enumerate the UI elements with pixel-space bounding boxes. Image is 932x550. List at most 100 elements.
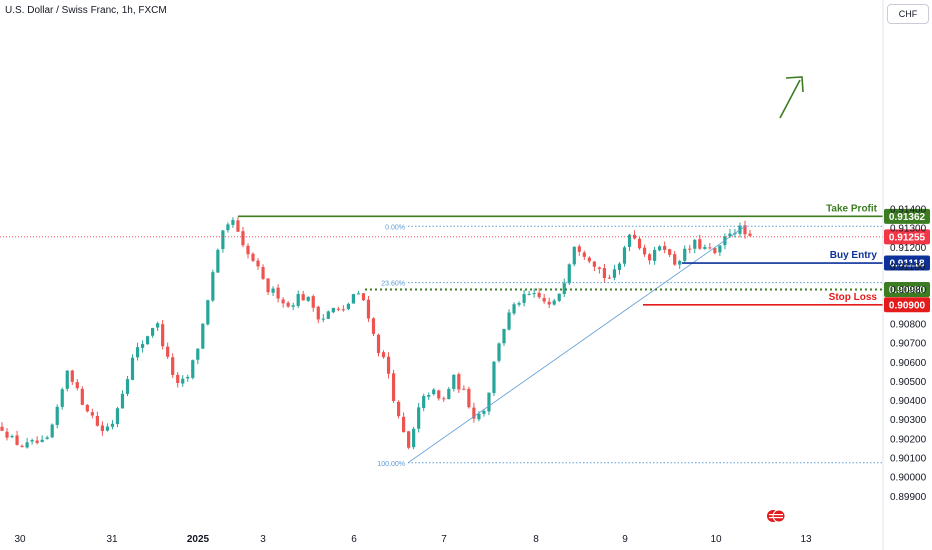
candle-body [713, 247, 717, 254]
candle-body [743, 225, 747, 235]
candle-body [145, 336, 150, 345]
currency-badge[interactable]: CHF [887, 4, 929, 24]
candle-body [321, 318, 325, 320]
y-tick-label: 0.90200 [890, 434, 927, 445]
fib-trend-line [407, 225, 746, 464]
candle-body [241, 231, 245, 246]
candle-body [65, 370, 69, 389]
candle-body [617, 263, 622, 270]
x-tick-label: 7 [441, 534, 447, 545]
candle-body [171, 357, 175, 375]
price-tag [884, 208, 930, 224]
candle-body [140, 344, 145, 348]
candle-body [612, 269, 617, 278]
fib-level-label: 100.00% [377, 461, 405, 468]
candle-body [211, 272, 215, 301]
candle-body [161, 324, 165, 347]
candle-body [311, 296, 315, 308]
candle-body [482, 411, 486, 414]
candle-body [492, 361, 496, 394]
candle-body [457, 374, 461, 390]
candle-body [708, 247, 712, 249]
price-tag-text: 0.90900 [889, 300, 926, 311]
candle-body [246, 245, 250, 255]
fib-level-label: 23.60% [381, 281, 405, 288]
candle-body [376, 334, 381, 354]
x-tick-label: 10 [710, 534, 722, 545]
us-flag-icon[interactable] [766, 509, 786, 523]
candle-body [196, 348, 200, 360]
candle-body [522, 294, 526, 303]
candle-body [462, 388, 466, 390]
candle-body [346, 303, 350, 310]
candle-body [432, 389, 436, 395]
trade-level-label: Stop Loss [829, 292, 878, 303]
candle-body [261, 267, 265, 279]
candle-body [577, 246, 581, 252]
y-tick-label: 0.91200 [890, 243, 927, 254]
candle-body [507, 312, 511, 330]
candle-body [191, 360, 195, 378]
y-tick-label: 0.90800 [890, 319, 927, 330]
candle-body [10, 436, 14, 438]
x-tick-label: 2025 [187, 534, 210, 545]
candle-body [567, 264, 571, 284]
last-price-tag [884, 229, 930, 245]
candle-body [532, 293, 536, 295]
x-tick-label: 6 [351, 534, 357, 545]
candle-body [20, 445, 24, 447]
candle-body [407, 431, 411, 448]
candle-body [0, 426, 4, 431]
candle-body [381, 352, 386, 358]
candle-body [693, 239, 697, 249]
projection-arrow-head [785, 76, 804, 93]
price-tag [884, 281, 930, 297]
price-tag-text: 0.90980 [889, 285, 926, 296]
candle-body [40, 439, 44, 443]
candle-body [30, 439, 34, 442]
candle-body [5, 431, 9, 438]
candle-body [653, 249, 657, 261]
last-price-tag-text: 0.91255 [889, 232, 926, 243]
candle-body [95, 415, 99, 426]
candle-body [642, 247, 647, 255]
candle-body [166, 346, 170, 357]
candle-body [50, 424, 54, 438]
candle-body [557, 293, 561, 301]
candle-body [632, 234, 637, 239]
candle-body [703, 246, 707, 249]
x-tick-label: 9 [622, 534, 628, 545]
candle-body [386, 356, 391, 374]
candle-body [517, 303, 521, 305]
x-tick-label: 31 [106, 534, 118, 545]
y-tick-label: 0.90000 [890, 473, 927, 484]
candle-body [542, 297, 546, 302]
candle-body [587, 257, 591, 262]
candle-body [678, 261, 682, 265]
candle-body [281, 299, 285, 304]
candle-body [251, 253, 255, 261]
y-tick-label: 0.90980 [890, 285, 927, 296]
candle-body [402, 416, 406, 433]
candle-body [552, 300, 556, 305]
trade-level-label: Take Profit [826, 203, 878, 214]
candle-body [602, 268, 607, 279]
candle-body [306, 296, 310, 301]
candle-body [562, 283, 566, 294]
candle-body [70, 370, 74, 382]
candle-body [336, 308, 340, 310]
candle-body [55, 406, 59, 425]
candle-body [592, 261, 596, 267]
candle-body [105, 426, 110, 431]
y-tick-label: 0.91400 [890, 205, 927, 216]
candle-body [417, 407, 421, 429]
x-tick-label: 30 [14, 534, 26, 545]
candle-body [527, 294, 531, 296]
candle-body [331, 307, 335, 313]
candle-body [15, 435, 19, 445]
candle-body [110, 423, 115, 427]
candle-body [301, 294, 305, 301]
price-axis: 0.91400 0.91300 0.91200 0.91100 0.90980 0.908… [14, 0, 927, 550]
candle-body [156, 323, 160, 328]
